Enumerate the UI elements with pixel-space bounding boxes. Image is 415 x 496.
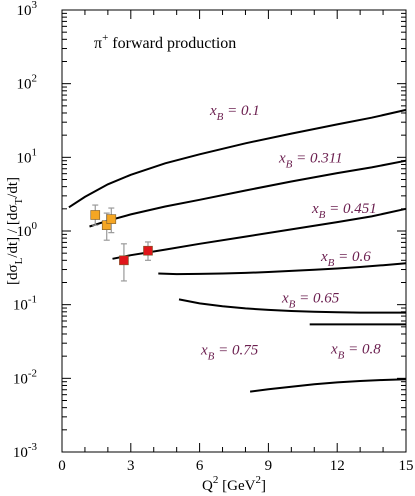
- x-tick-label: 3: [127, 458, 135, 474]
- y-tick-exp: -3: [28, 441, 38, 453]
- y-tick-base: 10: [17, 77, 32, 93]
- annotation-rest: forward production: [108, 35, 236, 52]
- y-title-c: /dt]: [5, 177, 21, 198]
- y-tick-label: 101: [17, 146, 38, 166]
- y-tick-exp: -1: [28, 294, 37, 306]
- y-tick-label: 103: [17, 0, 38, 19]
- y-tick-exp: -2: [28, 367, 37, 379]
- data-point: [90, 210, 101, 220]
- y-axis-title: [dσL/dt] / [dσT/dt]: [5, 177, 25, 285]
- y-tick-label: 102: [17, 73, 38, 93]
- y-tick-label: 10-2: [13, 367, 37, 387]
- y-tick-label: 100: [17, 220, 38, 240]
- data-point: [106, 214, 117, 224]
- data-point: [143, 245, 153, 256]
- series-label: xB = 0.65: [281, 291, 340, 311]
- y-tick-base: 10: [13, 445, 28, 461]
- series-line-xb-0.311: [89, 159, 407, 228]
- annotation: π+ forward production: [94, 32, 236, 52]
- y-title-a-sub: L: [13, 257, 25, 264]
- y-title-a: [dσ: [5, 264, 21, 285]
- x-title-rest: [GeV: [218, 478, 255, 494]
- y-tick-base: 10: [13, 298, 28, 314]
- x-tick-label: 12: [330, 458, 345, 474]
- series-label: xB = 0.311: [278, 151, 343, 171]
- series-label: xB = 0.6: [320, 249, 371, 269]
- y-tick-exp: 0: [32, 220, 38, 232]
- series-layer: [68, 108, 407, 393]
- y-title-b-sub: T: [13, 198, 25, 205]
- x-title-sup: 2: [213, 474, 219, 486]
- y-title-b: /dt] / [dσ: [5, 205, 21, 258]
- x-tick-label: 9: [265, 458, 273, 474]
- series-label: xB = 0.451: [311, 201, 377, 221]
- series-label: xB = 0.1: [209, 103, 260, 123]
- y-tick-exp: 1: [32, 146, 38, 158]
- annotation-main: π: [94, 35, 102, 52]
- series-line-xb-0.75: [249, 378, 407, 393]
- y-tick-base: 10: [17, 150, 32, 166]
- y-tick-label: 10-1: [13, 294, 37, 314]
- series-label: xB = 0.8: [330, 341, 381, 361]
- curve-labels-layer: xB = 0.1 xB = 0.311 xB = 0.451 xB = 0.6 xB =…: [200, 103, 381, 362]
- points-layer: [90, 204, 153, 282]
- series-line-xb-0.6: [158, 262, 407, 276]
- annotation-sup: +: [102, 32, 108, 44]
- y-tick-label: 10-3: [13, 441, 38, 461]
- x-title-main: Q: [202, 478, 213, 494]
- x-axis-title: Q2 [GeV2]: [202, 474, 266, 494]
- y-tick-base: 10: [13, 371, 28, 387]
- series-line-xb-0.65: [178, 298, 406, 314]
- series-label: xB = 0.75: [200, 342, 259, 362]
- data-point: [119, 255, 129, 266]
- x-tick-label: 0: [58, 458, 66, 474]
- x-tick-label: 6: [196, 458, 204, 474]
- y-tick-base: 10: [17, 3, 32, 19]
- plot-frame: [61, 9, 407, 453]
- series-line-xb-0.451: [112, 207, 407, 260]
- y-tick-exp: 3: [32, 0, 38, 11]
- x-title-close: ]: [261, 478, 266, 494]
- y-tick-base: 10: [17, 224, 32, 240]
- y-tick-exp: 2: [32, 73, 38, 85]
- x-title-sup2: 2: [255, 474, 261, 486]
- series-line-xb-0.1: [68, 108, 407, 209]
- x-tick-label: 15: [399, 458, 414, 474]
